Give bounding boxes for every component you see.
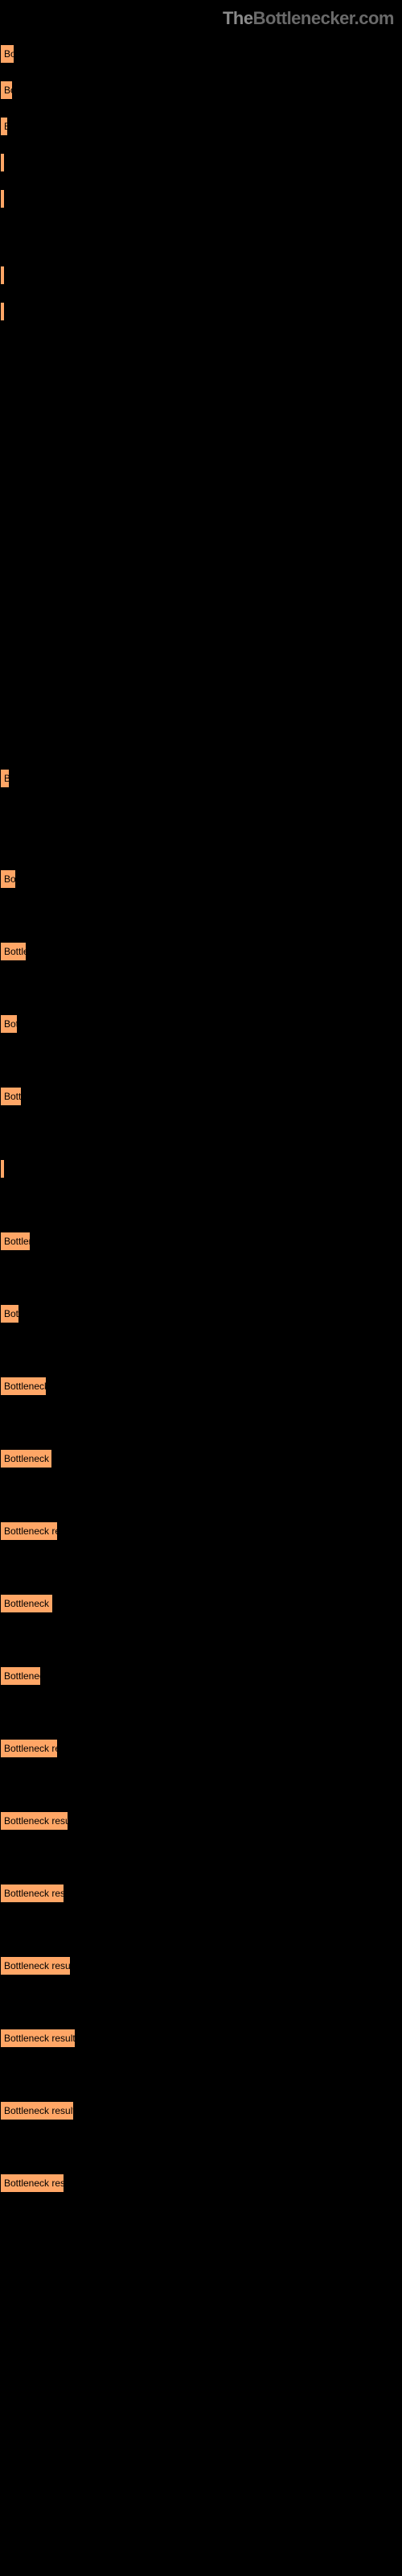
bar: Bottleneck result for	[0, 1159, 5, 1179]
bar-row: Bottleneck result for	[0, 1232, 31, 1251]
bar-row: Bottleneck result for	[0, 1159, 5, 1179]
bar-row: Bottleneck result for	[0, 1666, 41, 1686]
bar-row: Bottleneck result for	[0, 1594, 53, 1613]
bar: Bottleneck result for	[0, 1377, 47, 1396]
bar: Bottleneck result for	[0, 769, 10, 788]
bar-row: Bottleneck result for	[0, 1884, 64, 1903]
bar: Bottleneck result for	[0, 1449, 52, 1468]
bar: Bottleneck result for	[0, 117, 8, 136]
bar-row: Bottleneck result for	[0, 1956, 71, 1975]
watermark-the: The	[223, 8, 253, 28]
bar: Bottleneck result for	[0, 266, 5, 285]
bar-row: Bottleneck result for	[0, 266, 5, 285]
bar: Bottleneck result for	[0, 1304, 19, 1323]
bar-row: Bottleneck result for	[0, 1521, 58, 1541]
bar-row: Bottleneck result for	[0, 769, 10, 788]
watermark-text: TheBottlenecker.com	[223, 8, 394, 29]
bar-row: Bottleneck result for	[0, 1377, 47, 1396]
bar-row: Bottleneck result for	[0, 1449, 52, 1468]
bar-row: Bottleneck result for	[0, 1014, 18, 1034]
bar: Bottleneck result for	[0, 1087, 22, 1106]
bar: Bottleneck result for	[0, 869, 16, 889]
bar: Bottleneck result for	[0, 1594, 53, 1613]
bar-row: Bottleneck result for	[0, 2029, 76, 2048]
bar-row: Bottleneck result for	[0, 942, 27, 961]
bar: Bottleneck result for	[0, 153, 5, 172]
bar-row: Bottleneck result for	[0, 80, 13, 100]
bar: Bottleneck result for	[0, 1232, 31, 1251]
bar-row: Bottleneck result for	[0, 869, 16, 889]
bar: Bottleneck result for	[0, 302, 5, 321]
bar-row: Bottleneck result for	[0, 1087, 22, 1106]
bar-row: Bottleneck result for	[0, 1304, 19, 1323]
bar-row: Bottleneck result for	[0, 117, 8, 136]
bar-row: Bottleneck result for	[0, 153, 5, 172]
bar: Bottleneck result for	[0, 1666, 41, 1686]
bar: Bottleneck result for	[0, 44, 14, 64]
bar-row: Bottleneck result for	[0, 2101, 74, 2120]
bar: Bottleneck result for	[0, 80, 13, 100]
bar-row: Bottleneck result for	[0, 189, 5, 208]
bar-row: Bottleneck result for	[0, 2174, 64, 2193]
bar: Bottleneck result for	[0, 1884, 64, 1903]
bar: Bottleneck result for	[0, 1739, 58, 1758]
bar: Bottleneck result for	[0, 189, 5, 208]
bar: Bottleneck result for	[0, 942, 27, 961]
bar: Bottleneck result for	[0, 1521, 58, 1541]
bar: Bottleneck result for	[0, 1014, 18, 1034]
bar-row: Bottleneck result for	[0, 302, 5, 321]
bar: Bottleneck result for	[0, 1811, 68, 1831]
bar: Bottleneck result for	[0, 2174, 64, 2193]
bar: Bottleneck result for	[0, 2029, 76, 2048]
bar-row: Bottleneck result for	[0, 1811, 68, 1831]
bar-row: Bottleneck result for	[0, 44, 14, 64]
bar: Bottleneck result for	[0, 1956, 71, 1975]
bar-row: Bottleneck result for	[0, 1739, 58, 1758]
watermark-rest: Bottlenecker.com	[253, 8, 394, 28]
bar: Bottleneck result for	[0, 2101, 74, 2120]
